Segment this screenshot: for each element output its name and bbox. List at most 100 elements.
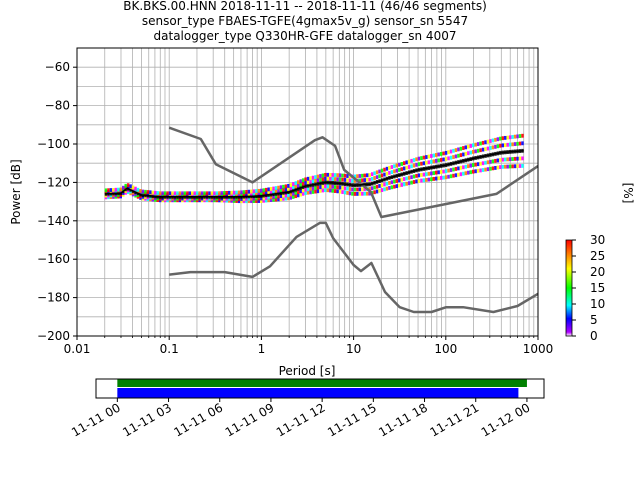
psd-bin bbox=[237, 199, 241, 204]
psd-bin bbox=[230, 198, 233, 203]
psd-bin bbox=[462, 146, 465, 150]
psd-bin bbox=[464, 145, 468, 150]
psd-bin bbox=[496, 137, 500, 142]
timeline-tick-label: 11-11 18 bbox=[376, 400, 430, 439]
psd-bin bbox=[481, 140, 485, 145]
psd-bin bbox=[390, 180, 394, 185]
colorbar-tick-label: 10 bbox=[590, 297, 605, 311]
psd-bin bbox=[240, 197, 243, 201]
psd-bin bbox=[393, 184, 396, 189]
psd-bin bbox=[383, 187, 386, 192]
psd-bin bbox=[484, 147, 487, 151]
psd-bin bbox=[479, 148, 482, 153]
psd-bin bbox=[294, 181, 297, 186]
psd-bin bbox=[491, 166, 495, 171]
psd-bin bbox=[260, 199, 263, 203]
psd-bin bbox=[363, 191, 366, 196]
psd-bin bbox=[329, 188, 332, 193]
colorbar-tick-label: 0 bbox=[590, 329, 598, 343]
psd-bin bbox=[361, 187, 364, 192]
psd-bin bbox=[242, 199, 246, 204]
psd-bin bbox=[412, 174, 416, 179]
psd-bin bbox=[284, 184, 288, 189]
psd-bin bbox=[521, 133, 524, 138]
psd-bin bbox=[432, 153, 435, 158]
psd-bin bbox=[442, 151, 445, 156]
psd-bin bbox=[462, 152, 465, 157]
psd-bin bbox=[489, 159, 492, 164]
psd-bin bbox=[324, 176, 327, 181]
psd-bin bbox=[494, 165, 497, 170]
colorbar-tick-label: 25 bbox=[590, 249, 605, 263]
psd-bin bbox=[434, 176, 438, 181]
psd-bin bbox=[378, 169, 381, 174]
psd-bin bbox=[462, 171, 465, 176]
psd-bin bbox=[464, 151, 468, 156]
psd-bin bbox=[380, 168, 384, 173]
psd-bin bbox=[255, 189, 258, 194]
psd-bin bbox=[390, 165, 394, 169]
y-axis-ticks: −60 −80 −100 −120 −140 −160 −180 −200 bbox=[37, 60, 77, 343]
psd-bin bbox=[444, 175, 448, 180]
timeline-tick-label: 11-11 09 bbox=[223, 400, 277, 439]
psd-bin bbox=[141, 189, 145, 194]
psd-bin bbox=[338, 177, 342, 182]
psd-bin bbox=[338, 173, 342, 178]
psd-bin bbox=[370, 172, 374, 177]
psd-bin bbox=[348, 178, 352, 183]
psd-bin bbox=[516, 141, 519, 146]
psd-bin bbox=[427, 177, 431, 182]
psd-bin bbox=[410, 175, 413, 180]
psd-bin bbox=[447, 156, 450, 161]
psd-bin bbox=[521, 141, 524, 146]
psd-bin bbox=[373, 176, 376, 180]
timeline-bar bbox=[117, 388, 519, 398]
psd-bin bbox=[471, 149, 475, 154]
psd-bin bbox=[491, 159, 495, 164]
psd-bin bbox=[496, 144, 500, 149]
psd-bin bbox=[264, 198, 268, 203]
psd-bin bbox=[427, 160, 431, 165]
psd-bin bbox=[299, 179, 302, 184]
psd-bin bbox=[333, 185, 337, 189]
psd-bin bbox=[518, 141, 522, 146]
psd-bin bbox=[292, 182, 295, 187]
psd-bin bbox=[457, 153, 460, 158]
psd-bin bbox=[257, 199, 261, 203]
psd-bin bbox=[262, 196, 265, 201]
psd-bin bbox=[255, 199, 258, 203]
psd-bin bbox=[260, 196, 263, 201]
psd-bin bbox=[314, 175, 317, 180]
psd-bin bbox=[506, 142, 509, 147]
psd-bin bbox=[393, 164, 396, 169]
psd-bin bbox=[272, 197, 275, 202]
psd-bin bbox=[309, 176, 312, 181]
psd-bin bbox=[314, 178, 317, 183]
psd-bin bbox=[232, 190, 236, 195]
psd-bin bbox=[459, 172, 463, 177]
psd-bin bbox=[262, 190, 265, 195]
psd-bin bbox=[264, 190, 268, 195]
psd-bin bbox=[163, 191, 167, 196]
psd-bin bbox=[306, 180, 310, 185]
psd-bin bbox=[282, 187, 285, 192]
psd-bin bbox=[333, 189, 337, 193]
psd-bin bbox=[513, 134, 517, 139]
psd-bin bbox=[299, 189, 302, 194]
psd-bin bbox=[506, 157, 509, 162]
timeline-tick-label: 11-11 00 bbox=[69, 400, 123, 439]
psd-bin bbox=[375, 170, 379, 175]
timeline-tick-label: 11-11 12 bbox=[274, 400, 328, 439]
psd-bin bbox=[255, 191, 258, 196]
psd-bin bbox=[402, 182, 406, 187]
psd-bin bbox=[452, 155, 455, 159]
psd-bin bbox=[301, 178, 305, 183]
psd-bin bbox=[134, 186, 137, 191]
psd-bin bbox=[412, 158, 416, 162]
colorbar-ticks: 0 5 10 15 20 25 30 bbox=[572, 233, 605, 343]
psd-bin bbox=[326, 184, 330, 189]
psd-bin bbox=[388, 170, 391, 175]
psd-bin bbox=[398, 178, 401, 183]
psd-bin bbox=[331, 184, 334, 189]
